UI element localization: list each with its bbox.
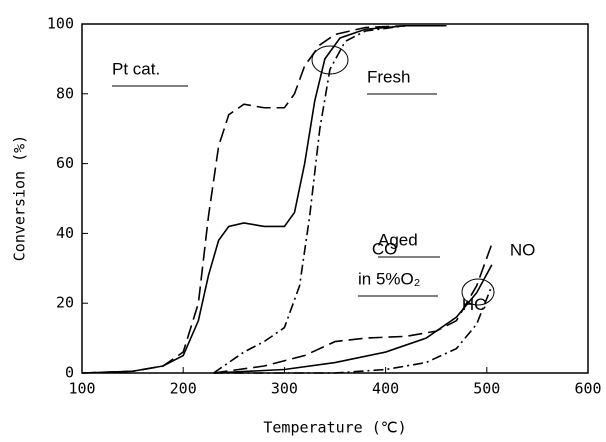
line-series bbox=[213, 264, 493, 374]
y-tick-label: 20 bbox=[56, 294, 74, 312]
annotation: Aged bbox=[378, 230, 418, 249]
y-axis-label: Conversion (%) bbox=[11, 135, 29, 261]
series-label: NO bbox=[510, 240, 536, 259]
y-tick-label: 60 bbox=[56, 154, 74, 172]
aged-bracket bbox=[461, 278, 495, 306]
x-tick-label: 200 bbox=[170, 380, 197, 398]
line-series bbox=[213, 285, 493, 374]
x-tick-label: 500 bbox=[473, 380, 500, 398]
x-tick-label: 600 bbox=[574, 380, 601, 398]
y-tick-label: 100 bbox=[47, 15, 74, 33]
x-tick-label: 300 bbox=[271, 380, 298, 398]
annotation: Pt cat. bbox=[112, 59, 160, 78]
series-label: HC bbox=[462, 295, 487, 314]
x-tick-label: 100 bbox=[68, 380, 95, 398]
y-tick-label: 40 bbox=[56, 224, 74, 242]
annotation: in 5%O₂ bbox=[358, 269, 420, 288]
line-series bbox=[81, 24, 447, 374]
annotation: Fresh bbox=[367, 67, 410, 86]
y-tick-label: 0 bbox=[65, 364, 74, 382]
x-axis-label: Temperature (℃) bbox=[263, 419, 406, 437]
x-tick-label: 400 bbox=[372, 380, 399, 398]
y-tick-label: 80 bbox=[56, 84, 74, 102]
line-series bbox=[213, 24, 447, 374]
line-series bbox=[213, 243, 493, 374]
series-label: CO bbox=[372, 239, 398, 258]
line-series bbox=[81, 24, 447, 374]
fresh-bracket bbox=[311, 45, 349, 75]
